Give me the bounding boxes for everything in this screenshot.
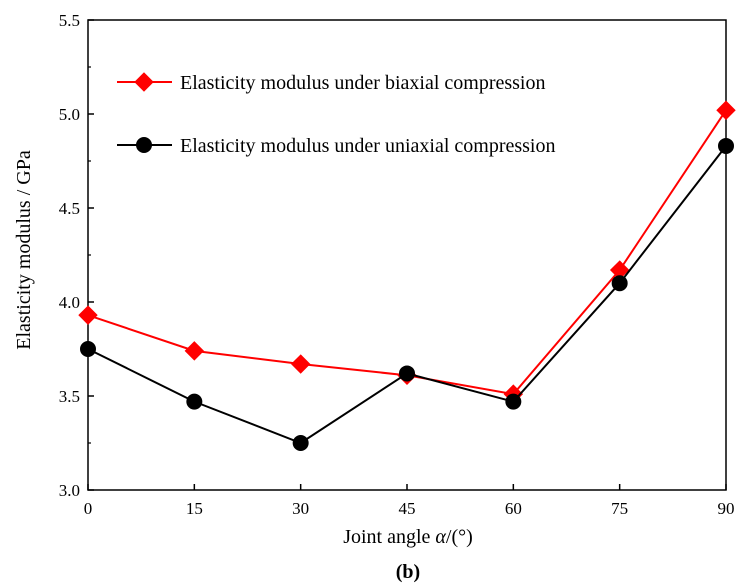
x-axis-label-suffix: /(°) — [446, 526, 473, 548]
axes: 0 15 30 45 60 75 90 3.0 3.5 4.0 4.5 5.0 5.5 — [59, 11, 735, 518]
data-point — [716, 100, 736, 120]
data-point — [292, 435, 309, 451]
data-point — [186, 393, 203, 410]
data-point — [611, 275, 628, 292]
y-axis-label: Elasticity modulus / GPa — [13, 150, 35, 350]
data-point — [184, 341, 205, 361]
data-point — [290, 354, 311, 374]
y-tick-label: 5.5 — [59, 11, 80, 30]
legend-label: Elasticity modulus under uniaxial compre… — [180, 135, 556, 157]
x-tick-label: 75 — [611, 499, 628, 518]
data-point — [505, 393, 522, 410]
x-tick-label: 60 — [505, 499, 522, 518]
y-tick-label: 4.0 — [59, 293, 80, 312]
series-line — [87, 145, 727, 445]
x-tick-label: 0 — [84, 499, 93, 518]
x-tick-label: 30 — [292, 499, 309, 518]
legend: Elasticity modulus under biaxial compres… — [117, 72, 556, 157]
y-tick-label: 3.5 — [59, 387, 80, 406]
legend-marker — [136, 137, 152, 153]
data-point — [78, 305, 98, 325]
y-tick-label: 4.5 — [59, 199, 80, 218]
x-tick-label: 90 — [718, 499, 735, 518]
legend-item: Elasticity modulus under biaxial compres… — [117, 72, 546, 94]
series-uniaxial — [80, 137, 734, 451]
legend-label: Elasticity modulus under biaxial compres… — [180, 72, 546, 94]
legend-item: Elasticity modulus under uniaxial compre… — [117, 135, 556, 157]
data-point — [399, 365, 415, 382]
figure-caption: (b) — [396, 561, 420, 583]
x-tick-label: 45 — [399, 499, 416, 518]
x-axis-label: Joint angle α/(°) — [343, 526, 473, 548]
data-point — [80, 341, 96, 357]
series-group — [78, 100, 736, 451]
data-point — [718, 137, 734, 154]
y-tick-label: 5.0 — [59, 105, 80, 124]
x-tick-label: 15 — [186, 499, 203, 518]
x-axis-label-prefix: Joint angle — [343, 526, 435, 548]
x-axis-label-symbol: α — [435, 526, 446, 548]
legend-marker — [134, 72, 154, 92]
y-tick-label: 3.0 — [59, 481, 80, 500]
